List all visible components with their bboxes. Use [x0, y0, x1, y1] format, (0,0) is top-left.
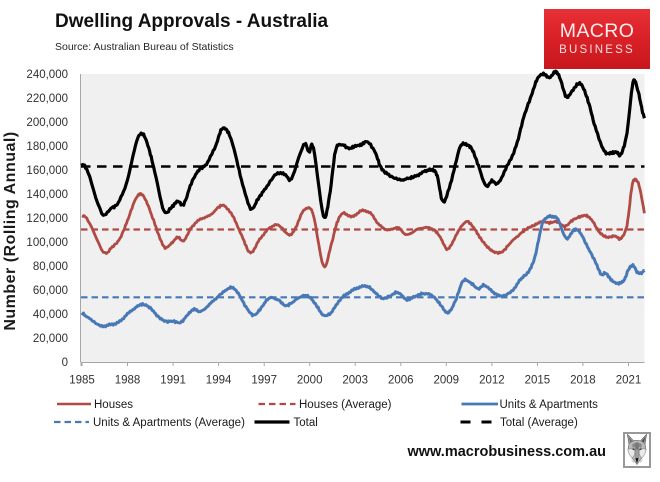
svg-text:Units & Apartments (Average): Units & Apartments (Average)	[93, 417, 245, 429]
svg-text:0: 0	[62, 357, 68, 369]
svg-text:2021: 2021	[616, 375, 642, 387]
svg-text:Total: Total	[294, 417, 318, 429]
svg-text:1997: 1997	[251, 375, 277, 387]
svg-text:160,000: 160,000	[26, 165, 68, 177]
svg-text:60,000: 60,000	[33, 285, 68, 297]
svg-text:220,000: 220,000	[26, 93, 68, 105]
svg-text:2018: 2018	[570, 375, 596, 387]
svg-text:1994: 1994	[206, 375, 232, 387]
svg-text:1988: 1988	[115, 375, 141, 387]
svg-text:2000: 2000	[297, 375, 323, 387]
svg-text:120,000: 120,000	[26, 213, 68, 225]
svg-text:Total (Average): Total (Average)	[500, 417, 578, 429]
svg-text:Units & Apartments: Units & Apartments	[500, 399, 599, 411]
svg-text:2015: 2015	[525, 375, 551, 387]
svg-text:100,000: 100,000	[26, 237, 68, 249]
svg-text:1991: 1991	[160, 375, 186, 387]
svg-text:Houses (Average): Houses (Average)	[299, 399, 392, 411]
svg-text:Number (Rolling Annual): Number (Rolling Annual)	[2, 131, 19, 330]
svg-text:20,000: 20,000	[33, 333, 68, 345]
svg-text:80,000: 80,000	[33, 261, 68, 273]
svg-text:Houses: Houses	[94, 399, 133, 411]
svg-text:200,000: 200,000	[26, 117, 68, 129]
svg-text:140,000: 140,000	[26, 189, 68, 201]
svg-text:2009: 2009	[434, 375, 460, 387]
svg-text:40,000: 40,000	[33, 309, 68, 321]
svg-text:2012: 2012	[479, 375, 505, 387]
svg-text:2006: 2006	[388, 375, 414, 387]
svg-text:240,000: 240,000	[26, 69, 68, 81]
svg-text:180,000: 180,000	[26, 141, 68, 153]
svg-text:1985: 1985	[69, 375, 95, 387]
svg-text:2003: 2003	[342, 375, 368, 387]
